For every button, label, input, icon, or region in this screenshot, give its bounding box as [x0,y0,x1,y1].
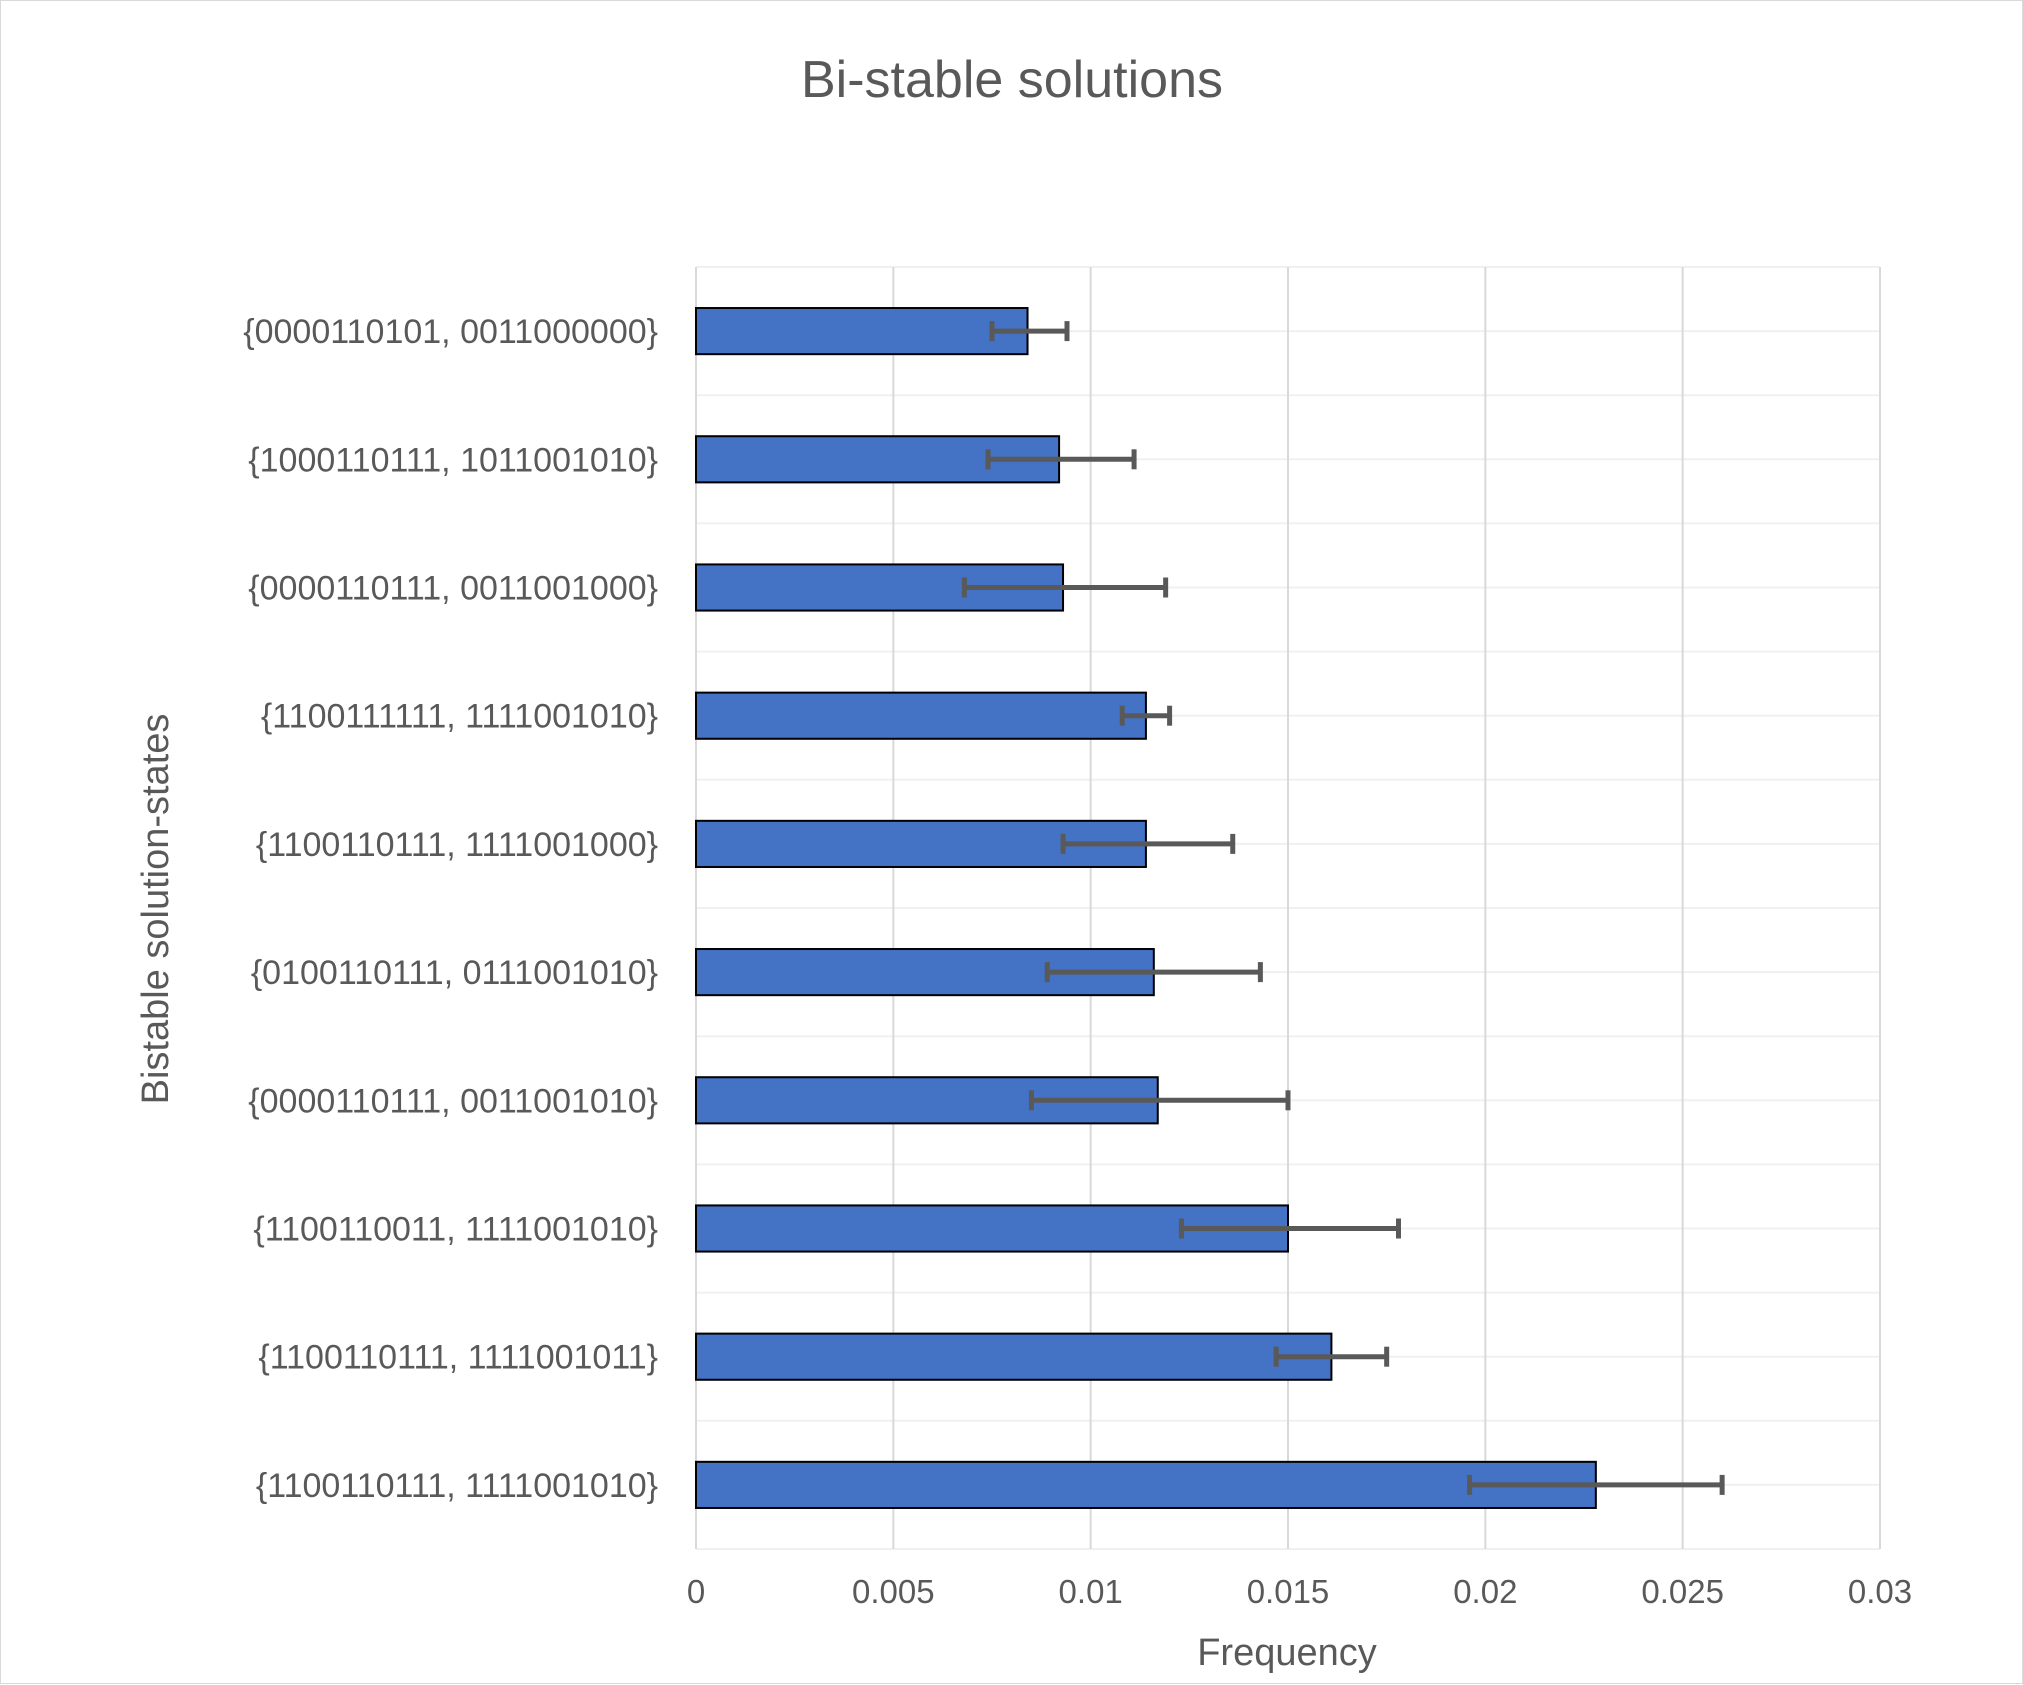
category-label: {1100110011, 1111001010} [253,1211,658,1249]
bar [695,691,1147,740]
category-label: {1000110111, 1011001010} [248,441,658,479]
bar [695,819,1147,868]
category-label: {1100111111, 1111001010} [261,698,658,736]
x-tick-label: 0.02 [1453,1573,1517,1610]
category-label: {0000110111, 0011001000} [248,570,658,608]
x-tick-label: 0.015 [1247,1573,1330,1610]
bar [695,1460,1597,1509]
y-axis-title: Bistable solution-states [135,714,177,1105]
error-bars [961,321,1725,1495]
category-label: {0000110101, 0011000000} [243,313,658,351]
bars [695,307,1597,1509]
category-label: {1100110111, 1111001000} [256,826,658,864]
x-tick-label: 0.01 [1059,1573,1123,1610]
labels: 0 0.005 0.01 0.015 0.02 0.025 0.03 {0000110101,… [243,313,1912,1610]
x-tick-label: 0.03 [1848,1573,1912,1610]
x-tick-label: 0.025 [1641,1573,1724,1610]
x-tick-label: 0.005 [852,1573,935,1610]
bar [695,1332,1333,1381]
x-tick-label: 0 [687,1573,705,1610]
chart-title: Bi-stable solutions [801,51,1223,109]
category-label: {0000110111, 0011001010} [248,1082,658,1120]
x-axis-title: Frequency [1197,1632,1377,1674]
category-label: {1100110111, 1111001010} [256,1467,658,1505]
category-label: {1100110111, 1111001011} [258,1339,658,1377]
category-label: {0100110111, 0111001010} [251,954,658,992]
bar [695,307,1029,356]
